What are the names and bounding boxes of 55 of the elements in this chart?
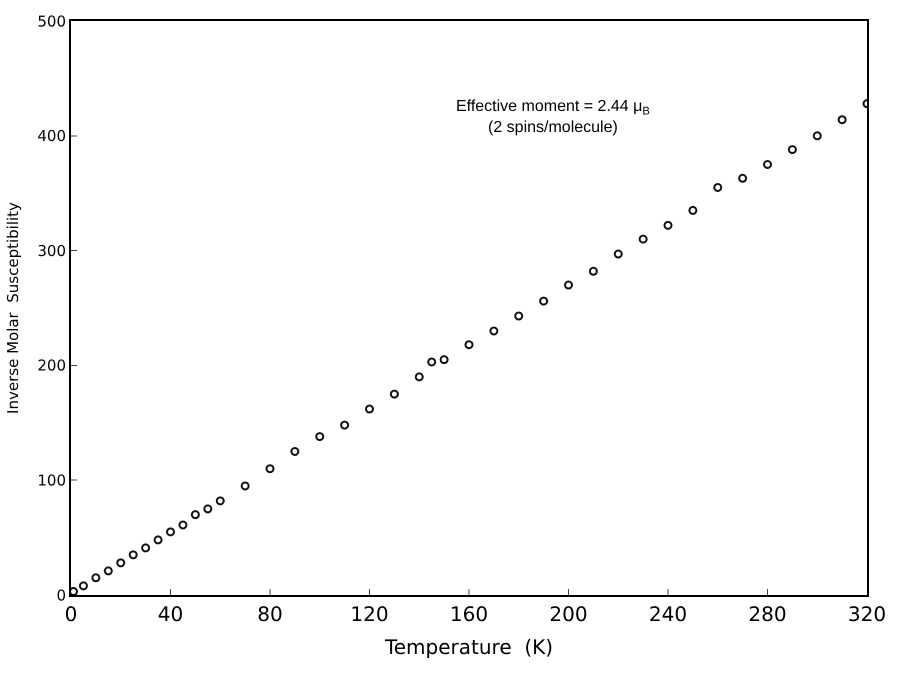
- point: [664, 220, 672, 230]
- y-tick-label: 200: [37, 356, 66, 375]
- point: [154, 535, 163, 544]
- point: [564, 280, 573, 290]
- point: [489, 326, 498, 336]
- point: [464, 340, 474, 350]
- point: [638, 234, 648, 244]
- point: [91, 573, 100, 582]
- point: [539, 296, 548, 306]
- x-tick-label: 240: [648, 602, 688, 626]
- point: [128, 550, 138, 560]
- x-tick-label: 120: [350, 602, 389, 626]
- x-tick-label: 160: [450, 602, 488, 626]
- point: [166, 527, 175, 536]
- x-tick-label: 80: [257, 602, 283, 626]
- point: [427, 357, 436, 366]
- point: [788, 145, 797, 154]
- text: Effective moment = 2.44 μ$_{B}$ (2 spins/molecule): [456, 98, 650, 136]
- point: [178, 520, 188, 530]
- y-tick-label: 300: [37, 242, 66, 260]
- point: [838, 115, 847, 124]
- point: [78, 581, 88, 590]
- x-tick-label: 280: [748, 602, 787, 626]
- point: [440, 355, 449, 364]
- y-tick-label: 500: [37, 12, 66, 30]
- point: [738, 174, 748, 183]
- point: [812, 131, 822, 140]
- point: [340, 420, 350, 430]
- y-axis-title: Inverse Molar Susceptibility: [4, 202, 22, 414]
- point: [514, 312, 524, 321]
- point: [365, 404, 374, 414]
- point: [216, 496, 225, 506]
- point: [614, 250, 623, 259]
- point: [763, 160, 772, 169]
- y-tick-label: 0: [56, 586, 66, 604]
- point: [116, 558, 126, 568]
- x-tick-label: 200: [549, 602, 588, 626]
- x-tick-label: 320: [848, 602, 886, 626]
- point: [290, 447, 300, 456]
- x-tick-label: 40: [158, 602, 184, 626]
- point: [390, 390, 399, 399]
- point: [203, 504, 212, 514]
- point: [190, 510, 200, 520]
- point: [141, 543, 150, 552]
- point: [104, 566, 113, 576]
- point: [315, 432, 324, 442]
- y-tick-label: 100: [37, 471, 66, 490]
- y-tick-label: 400: [37, 127, 66, 146]
- x-axis-title: Temperature (K): [384, 635, 554, 659]
- point: [688, 206, 698, 215]
- point: [240, 481, 250, 490]
- point: [414, 372, 424, 382]
- point: [266, 464, 274, 474]
- point: [713, 182, 722, 192]
- point: [588, 266, 598, 276]
